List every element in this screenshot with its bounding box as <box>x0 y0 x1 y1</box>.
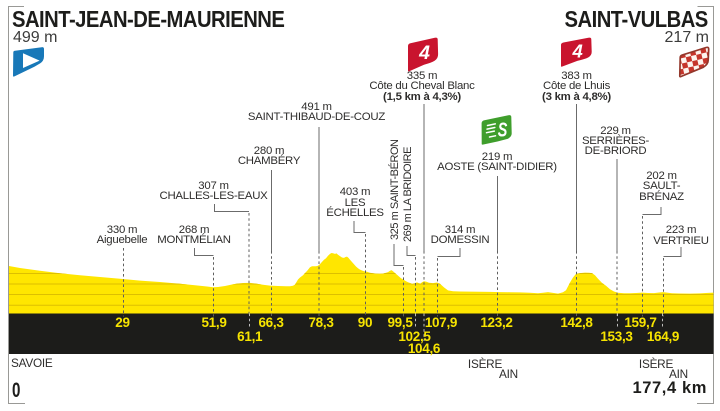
svg-text:4: 4 <box>418 42 430 64</box>
svg-text:4: 4 <box>571 41 582 62</box>
svg-text:S: S <box>498 118 508 141</box>
